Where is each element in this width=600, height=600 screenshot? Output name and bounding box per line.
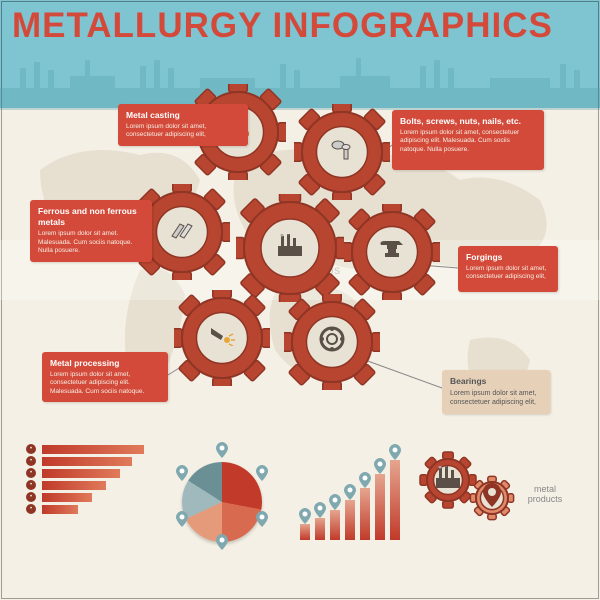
pie-pin-0 xyxy=(216,442,228,463)
factory-icon xyxy=(276,234,304,262)
pie-pin-5 xyxy=(176,465,188,486)
callout-body: Lorem ipsum dolor sit amet, consectetuer… xyxy=(450,389,542,407)
pie-pin-3 xyxy=(216,534,228,555)
callout-bolts: Bolts, screws, nuts, nails, etc. Lorem ip… xyxy=(392,110,544,170)
hbar-label-3: • xyxy=(26,480,36,490)
vbar-pin-0 xyxy=(299,508,311,529)
vbar-pin-5 xyxy=(374,458,386,479)
bearing-icon xyxy=(319,326,345,358)
gear-g-factory xyxy=(236,194,344,302)
infographic-canvas: depositphotos METALLURGY INFOGRAPHICS xyxy=(0,0,600,600)
vbar-3 xyxy=(345,500,355,540)
callout-title: Bolts, screws, nuts, nails, etc. xyxy=(400,116,536,127)
callout-title: Metal casting xyxy=(126,110,240,121)
hbar-label-5: • xyxy=(26,504,36,514)
vbar-pin-3 xyxy=(344,484,356,505)
vbar-pin-6 xyxy=(389,444,401,465)
hbar-3 xyxy=(42,481,106,490)
gear-g-forging xyxy=(344,204,440,300)
hbar-2 xyxy=(42,469,120,478)
pin-icon xyxy=(483,483,501,513)
gear-g-bolts xyxy=(294,104,390,200)
pie-pin-1 xyxy=(256,465,268,486)
hbar-label-1: • xyxy=(26,456,36,466)
callout-metal-processing: Metal processing Lorem ipsum dolor sit am… xyxy=(42,352,168,402)
hbar-0 xyxy=(42,445,144,454)
vbar-pin-4 xyxy=(359,472,371,493)
callout-body: Lorem ipsum dolor sit amet, consectetuer… xyxy=(400,129,536,154)
callout-title: Metal processing xyxy=(50,358,160,369)
callout-body: Lorem ipsum dolor sit amet, consectetuer… xyxy=(466,265,550,282)
factory-icon xyxy=(434,466,462,494)
vbar-6 xyxy=(390,460,400,540)
hbar-label-0: • xyxy=(26,444,36,454)
callout-forgings: Forgings Lorem ipsum dolor sit amet, cons… xyxy=(458,246,558,292)
callout-ferrous: Ferrous and non ferrous metalsLorem ipsu… xyxy=(30,200,152,262)
callout-title: Bearings xyxy=(450,376,542,387)
beams-icon xyxy=(168,218,196,246)
factory-silhouette xyxy=(0,58,600,110)
vbar-pin-2 xyxy=(329,494,341,515)
vbar-pin-1 xyxy=(314,502,326,523)
vbar-4 xyxy=(360,488,370,540)
legend-text: metal products xyxy=(520,484,570,504)
vbar-5 xyxy=(375,474,385,540)
callout-metal-casting: Metal casting Lorem ipsum dolor sit amet,… xyxy=(118,104,248,146)
legend-gear-1 xyxy=(468,474,516,522)
bolts-icon xyxy=(330,137,354,167)
callout-title: Forgings xyxy=(466,252,550,263)
hbar-4 xyxy=(42,493,92,502)
hbar-label-2: • xyxy=(26,468,36,478)
callout-body: Lorem ipsum dolor sit amet. Malesuada. C… xyxy=(38,230,144,255)
callout-body: Lorem ipsum dolor sit amet, consectetuer… xyxy=(50,371,160,396)
weld-icon xyxy=(209,324,235,352)
hbar-5 xyxy=(42,505,78,514)
gear-g-process xyxy=(174,290,270,386)
callout-bearings: Bearings Lorem ipsum dolor sit amet, cons… xyxy=(442,370,550,414)
hbar-1 xyxy=(42,457,132,466)
hbar-label-4: • xyxy=(26,492,36,502)
callout-body: Lorem ipsum dolor sit amet, consectetuer… xyxy=(126,123,240,140)
pie-pin-4 xyxy=(176,511,188,532)
gear-g-bearing xyxy=(284,294,380,390)
anvil-icon xyxy=(379,239,405,265)
pie-chart-body xyxy=(182,462,262,542)
page-title: METALLURGY INFOGRAPHICS xyxy=(12,6,553,46)
callout-title: Ferrous and non ferrous metals xyxy=(38,206,144,228)
pie-pin-2 xyxy=(256,511,268,532)
